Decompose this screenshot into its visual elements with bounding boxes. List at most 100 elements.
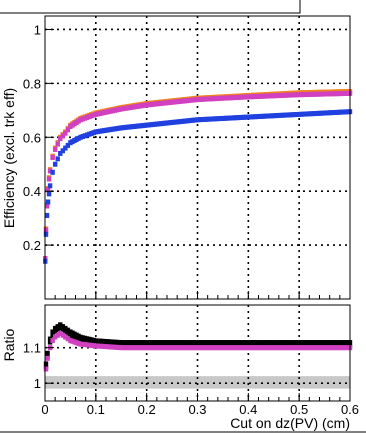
ratio-data-point (221, 345, 227, 351)
ratio-data-point (182, 340, 187, 349)
main-data-point (305, 91, 311, 97)
ratio-data-point (219, 345, 225, 351)
ratio-data-point (146, 345, 152, 351)
main-data-point (327, 91, 333, 97)
ratio-data-point (268, 340, 273, 349)
ratio-data-point (243, 345, 249, 351)
main-data-point (263, 93, 269, 99)
ratio-data-point (299, 340, 304, 349)
ratio-data-point (345, 340, 350, 349)
main-data-point (55, 141, 60, 147)
main-data-point (237, 94, 242, 100)
ratio-data-point (197, 345, 202, 351)
ratio-data-point (148, 345, 154, 351)
main-data-point (232, 115, 238, 121)
ratio-data-point (308, 345, 313, 351)
ratio-data-point (308, 340, 313, 349)
ratio-data-point (274, 340, 280, 349)
main-data-point (316, 110, 322, 116)
ratio-data-point (224, 340, 229, 349)
main-data-point (226, 95, 231, 101)
ratio-data-point (343, 345, 348, 351)
ratio-data-point (303, 345, 308, 351)
ratio-data-point (290, 340, 295, 349)
ratio-data-point (58, 330, 63, 336)
ratio-data-point (288, 340, 293, 349)
main-data-point (268, 93, 273, 99)
ratio-data-point (230, 345, 236, 351)
ratio-data-point (323, 345, 328, 351)
main-data-point (219, 115, 225, 121)
ratio-data-point (270, 340, 275, 349)
main-data-point (63, 130, 68, 136)
main-data-point (310, 111, 315, 117)
ratio-data-point (157, 340, 163, 349)
ratio-data-point (254, 340, 260, 349)
ratio-data-point (166, 340, 171, 349)
main-data-point (197, 117, 202, 123)
ratio-data-point (43, 361, 49, 370)
main-data-point (325, 110, 331, 116)
ratio-data-point (43, 366, 49, 372)
ratio-data-point (179, 345, 185, 351)
ratio-data-point (148, 340, 154, 349)
ratio-data-point (334, 345, 339, 351)
ratio-data-point (63, 334, 68, 340)
ratio-data-point (316, 340, 322, 349)
main-data-point (199, 117, 205, 123)
main-data-point (58, 136, 63, 142)
main-data-point (204, 116, 209, 122)
main-panel: 0.2 0.4 0.6 0.8 1 Efficiency (excl. trk eff) (1, 15, 353, 300)
ratio-data-point (254, 345, 260, 351)
ratio-data-point (345, 345, 350, 351)
xtick-label: 0 (41, 402, 48, 417)
ratio-data-point (294, 340, 300, 349)
ratio-data-point (341, 340, 346, 349)
ratio-data-point (299, 345, 304, 351)
ratio-data-point (239, 345, 244, 351)
ratio-data-point (257, 345, 262, 351)
ratio-data-point (153, 340, 158, 349)
main-data-point (323, 110, 328, 116)
main-data-point (219, 95, 225, 101)
main-data-point (341, 91, 346, 97)
main-data-point (232, 95, 238, 101)
ratio-data-point (268, 345, 273, 351)
ratio-data-point (197, 340, 202, 349)
ratio-data-point (166, 345, 171, 351)
ratio-data-point (50, 329, 55, 338)
ratio-data-point (224, 345, 229, 351)
ratio-data-point (217, 340, 222, 349)
main-data-point (248, 94, 253, 100)
ratio-data-point (323, 340, 328, 349)
ratio-data-point (319, 345, 324, 351)
ratio-data-point (206, 340, 211, 349)
main-data-point (63, 145, 68, 151)
ratio-data-point (151, 340, 156, 349)
main-data-point (221, 115, 227, 121)
ratio-data-point (208, 340, 213, 349)
ratio-data-point (343, 340, 348, 349)
ratio-data-point (168, 345, 174, 351)
ratio-data-point (237, 340, 242, 349)
main-data-point (323, 91, 328, 97)
ratio-data-point (257, 340, 262, 349)
ratio-data-point (45, 350, 50, 359)
ratio-series-1 (43, 330, 353, 372)
ratio-data-point (60, 332, 65, 338)
ratio-data-point (164, 340, 169, 349)
ratio-data-point (45, 355, 50, 361)
main-data-point (277, 112, 282, 118)
main-data-point (46, 176, 52, 182)
main-data-point (224, 115, 229, 121)
ratio-data-point (184, 345, 189, 351)
ratio-data-point (206, 345, 211, 351)
ratio-data-point (144, 340, 149, 349)
main-data-point (319, 110, 324, 116)
main-data-point (334, 109, 339, 115)
ratio-data-point (277, 345, 282, 351)
ratio-data-point (235, 340, 240, 349)
main-data-point (239, 94, 244, 100)
main-data-point (336, 91, 342, 97)
ratio-data-point (334, 340, 339, 349)
